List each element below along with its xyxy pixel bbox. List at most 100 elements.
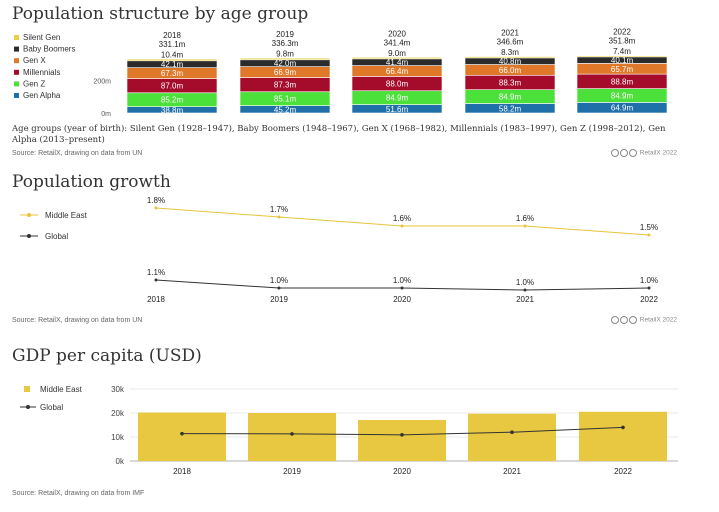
y-tick-label: 200m [93,78,111,85]
point-global [154,278,158,282]
data-label-global: 1.0% [393,276,411,285]
point-global [180,431,184,436]
bar-segment-silent-gen [464,56,556,59]
point-middle-east [277,215,281,219]
x-tick-label: 2019 [270,295,288,304]
legend-swatch-millennials [14,69,19,75]
data-label-baby-boomers: 40.8m [499,57,522,66]
x-tick-label: 2021 [503,467,521,476]
category-label: 2022 [613,28,631,37]
total-label: 331.1m [159,40,186,49]
total-label: 336.3m [272,39,299,48]
x-tick-label: 2019 [283,467,301,476]
data-label-millennials: 88.8m [611,77,634,86]
gdp-chart-title: GDP per capita (USD) [12,346,202,366]
point-middle-east [400,224,404,228]
legend-label-gen-z: Gen Z [23,79,45,88]
by-icon [619,316,628,324]
data-label-silent-gen: 7.4m [613,47,631,56]
data-label-global: 1.0% [270,276,288,285]
data-label-global: 1.1% [147,268,165,277]
growth-chart-title: Population growth [12,172,171,192]
total-label: 346.6m [497,38,524,47]
legend-label-gen-alpha: Gen Alpha [23,91,61,100]
gdp-per-capita-chart: Middle East Global 0k 10k 20k 30k 2018 2019 2020… [20,385,678,476]
legend-swatch-gen-z [14,81,19,87]
y-tick-label: 0k [116,457,125,466]
population-growth-chart: Middle East Global 1.8% 1.7% 1.6% 1.6% 1.5% 1.1… [20,196,658,304]
data-label-gen-alpha: 64.9m [611,104,634,113]
point-global [277,286,281,290]
legend-label-silent-gen: Silent Gen [23,33,60,42]
category-label: 2020 [388,29,406,38]
data-label-baby-boomers: 41.4m [386,58,409,67]
data-label-gen-x: 65.7m [611,65,634,74]
y-tick-label: 20k [111,409,125,418]
data-label-silent-gen: 8.3m [501,48,519,57]
legend-swatch-middle-east [24,386,30,392]
nd-icon [628,316,637,324]
legend-label-millennials: Millennials [23,68,60,77]
data-label-gen-alpha: 58.2m [499,104,522,113]
data-label-gen-z: 85.2m [161,96,184,105]
point-global [400,433,404,437]
point-global [621,425,625,430]
by-icon [619,149,628,157]
legend-label-baby-boomers: Baby Boomers [23,45,75,54]
growth-chart-credit: RetailX 2022 [610,316,677,324]
data-label-global: 1.0% [640,276,658,285]
data-label-millennials: 87.0m [161,82,184,91]
data-label-gen-z: 84.9m [499,93,522,102]
x-tick-label: 2021 [516,295,534,304]
legend-marker-global [27,234,31,238]
data-label-middle-east: 1.6% [516,214,534,223]
x-tick-label: 2020 [393,467,411,476]
data-label-millennials: 88.3m [499,78,522,87]
age-chart-title: Population structure by age group [12,4,309,24]
category-label: 2021 [501,29,519,38]
legend-label-global: Global [40,403,63,412]
y-tick-label: 30k [111,385,125,394]
cc-icon [610,316,619,324]
bar-middle-east [468,413,556,461]
data-label-millennials: 88.0m [386,80,409,89]
point-global [400,286,404,290]
x-tick-label: 2018 [173,467,191,476]
age-chart-source: Source: RetailX, drawing on data from UN [12,150,143,157]
point-global [523,288,527,292]
age-structure-chart: Silent Gen Baby Boomers Gen X Millennials Ge… [14,28,668,118]
gdp-chart-source: Source: RetailX, drawing on data from IM… [12,490,145,497]
x-tick-label: 2022 [614,467,632,476]
bar-segment-silent-gen [126,58,218,62]
data-label-millennials: 87.3m [274,81,297,90]
data-label-middle-east: 1.6% [393,214,411,223]
data-label-gen-alpha: 45.2m [274,105,297,114]
nd-icon [628,149,637,157]
data-label-gen-z: 84.9m [386,94,409,103]
legend-label-middle-east: Middle East [40,385,83,394]
legend-swatch-silent-gen [14,35,19,40]
bar-segment-silent-gen [239,57,331,61]
point-global [510,430,514,434]
point-global [290,432,294,436]
bar-middle-east [248,413,336,461]
data-label-gen-x: 66.9m [274,68,297,77]
y-tick-label: 0m [101,111,111,118]
credit-text: RetailX 2022 [639,149,677,157]
bar-middle-east [358,419,446,461]
data-label-middle-east: 1.5% [640,223,658,232]
growth-chart-source: Source: RetailX, drawing on data from UN [12,317,143,324]
y-tick-label: 10k [111,433,125,442]
point-middle-east [523,224,527,228]
x-tick-label: 2018 [147,295,165,304]
category-label: 2019 [276,30,294,39]
point-middle-east [647,233,651,237]
data-label-global: 1.0% [516,278,534,287]
data-label-baby-boomers: 42.0m [274,59,297,68]
data-label-baby-boomers: 40.1m [611,56,634,65]
legend-swatch-baby-boomers [14,46,19,52]
data-label-gen-z: 84.9m [611,92,634,101]
data-label-silent-gen: 9.8m [276,50,294,59]
legend-label-gen-x: Gen X [23,56,46,65]
data-label-baby-boomers: 42.1m [161,60,184,69]
